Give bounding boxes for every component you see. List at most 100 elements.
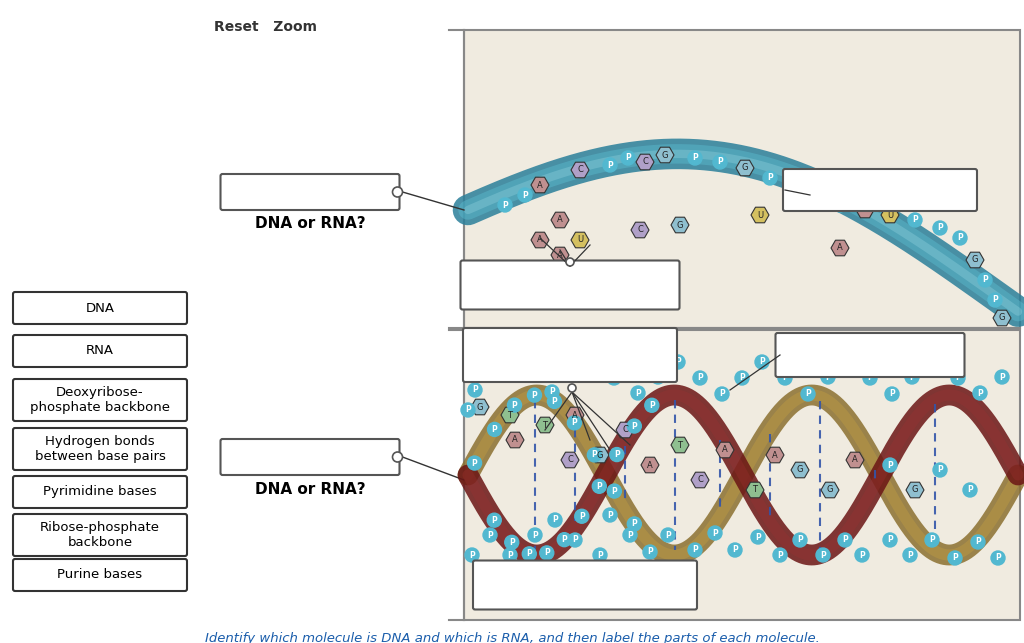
Circle shape	[503, 355, 517, 369]
Circle shape	[621, 151, 635, 165]
Circle shape	[628, 517, 641, 531]
FancyBboxPatch shape	[13, 428, 187, 470]
Text: P: P	[627, 530, 633, 539]
Text: P: P	[472, 386, 478, 395]
Text: P: P	[492, 516, 497, 525]
Text: Reset   Zoom: Reset Zoom	[213, 20, 316, 34]
Circle shape	[933, 221, 947, 235]
Text: A: A	[838, 244, 843, 253]
Circle shape	[735, 371, 749, 385]
Text: P: P	[512, 401, 517, 410]
Circle shape	[816, 548, 830, 562]
Text: Deoxyribose-
phosphate backbone: Deoxyribose- phosphate backbone	[30, 386, 170, 414]
Text: P: P	[692, 154, 698, 163]
Circle shape	[522, 547, 537, 561]
Circle shape	[588, 448, 601, 462]
Circle shape	[574, 509, 589, 523]
Circle shape	[821, 370, 835, 384]
Circle shape	[567, 416, 582, 430]
Circle shape	[566, 258, 574, 266]
FancyBboxPatch shape	[464, 330, 1020, 620]
Circle shape	[883, 533, 897, 547]
Text: P: P	[469, 550, 475, 559]
Circle shape	[793, 533, 807, 547]
Circle shape	[693, 371, 707, 385]
Text: G: G	[477, 403, 483, 412]
FancyBboxPatch shape	[13, 379, 187, 421]
FancyBboxPatch shape	[13, 476, 187, 508]
Circle shape	[995, 370, 1009, 384]
Text: P: P	[992, 296, 997, 305]
Text: G: G	[741, 163, 749, 172]
Text: A: A	[647, 460, 653, 469]
Circle shape	[713, 155, 727, 169]
Text: Purine bases: Purine bases	[57, 568, 142, 581]
Text: P: P	[596, 482, 602, 491]
Circle shape	[628, 419, 641, 433]
Text: P: P	[632, 520, 637, 529]
Circle shape	[468, 383, 482, 397]
Circle shape	[498, 198, 512, 212]
FancyBboxPatch shape	[220, 439, 399, 475]
Text: P: P	[859, 550, 865, 559]
Text: G: G	[597, 451, 603, 460]
Text: G: G	[677, 221, 683, 230]
Text: T: T	[678, 440, 683, 449]
Text: P: P	[587, 358, 593, 367]
Circle shape	[528, 528, 542, 542]
Text: P: P	[522, 190, 528, 199]
Text: P: P	[549, 388, 555, 397]
Circle shape	[518, 188, 532, 202]
Text: A: A	[557, 215, 563, 224]
Circle shape	[978, 273, 992, 287]
Circle shape	[461, 403, 475, 417]
Circle shape	[855, 548, 869, 562]
Circle shape	[971, 535, 985, 549]
Circle shape	[465, 548, 479, 562]
Circle shape	[623, 528, 637, 542]
Circle shape	[708, 526, 722, 540]
Circle shape	[487, 513, 502, 527]
Text: P: P	[932, 358, 938, 367]
Text: P: P	[552, 516, 558, 525]
Circle shape	[610, 448, 624, 462]
Text: Ribose-phosphate
backbone: Ribose-phosphate backbone	[40, 521, 160, 549]
Text: P: P	[952, 554, 957, 563]
Text: P: P	[712, 529, 718, 538]
Circle shape	[763, 171, 777, 185]
Circle shape	[607, 484, 622, 498]
Text: P: P	[999, 372, 1005, 381]
Circle shape	[671, 355, 685, 369]
Text: Hydrogen bonds
between base pairs: Hydrogen bonds between base pairs	[35, 435, 166, 463]
Text: P: P	[649, 401, 654, 410]
Text: T: T	[508, 410, 512, 419]
Text: P: P	[767, 174, 773, 183]
Circle shape	[583, 355, 597, 369]
FancyBboxPatch shape	[220, 174, 399, 210]
Text: P: P	[692, 545, 698, 554]
Circle shape	[505, 536, 519, 549]
Circle shape	[925, 533, 939, 547]
Circle shape	[688, 543, 702, 557]
Text: DNA or RNA?: DNA or RNA?	[255, 482, 366, 498]
Circle shape	[833, 198, 847, 212]
Text: A: A	[512, 435, 518, 444]
Text: P: P	[867, 374, 872, 383]
Text: C: C	[578, 165, 583, 174]
Text: U: U	[757, 210, 763, 219]
Text: G: G	[662, 150, 669, 159]
Text: P: P	[526, 549, 532, 558]
Text: P: P	[507, 550, 513, 559]
Text: P: P	[569, 370, 574, 379]
Text: P: P	[507, 358, 513, 367]
Circle shape	[568, 384, 575, 392]
FancyBboxPatch shape	[13, 292, 187, 324]
Text: P: P	[912, 215, 918, 224]
Circle shape	[508, 398, 521, 412]
Text: P: P	[489, 370, 495, 379]
Circle shape	[973, 386, 987, 400]
FancyBboxPatch shape	[473, 561, 697, 610]
Circle shape	[715, 387, 729, 401]
FancyBboxPatch shape	[13, 514, 187, 556]
Text: RNA: RNA	[86, 345, 114, 358]
